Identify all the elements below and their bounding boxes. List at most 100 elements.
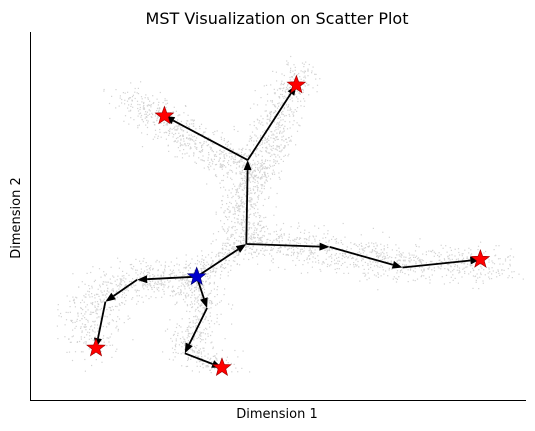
scatter-point — [126, 272, 128, 274]
scatter-point — [102, 337, 104, 339]
scatter-point — [190, 281, 192, 283]
scatter-point — [141, 284, 144, 286]
scatter-point — [180, 341, 182, 343]
scatter-point — [182, 342, 184, 344]
scatter-point — [303, 250, 305, 252]
scatter-point — [180, 138, 182, 140]
scatter-point — [90, 325, 93, 327]
scatter-point — [187, 142, 189, 145]
scatter-point — [251, 233, 253, 235]
scatter-point — [255, 216, 257, 218]
scatter-point — [244, 176, 246, 178]
scatter-point — [257, 160, 259, 163]
scatter-point — [377, 262, 379, 264]
scatter-point — [285, 104, 288, 106]
scatter-point — [302, 71, 304, 73]
scatter-point — [210, 372, 212, 374]
scatter-point — [180, 289, 182, 291]
scatter-point — [99, 284, 101, 286]
scatter-point — [201, 363, 204, 365]
scatter-point — [334, 238, 336, 241]
scatter-point — [131, 263, 133, 266]
scatter-point — [91, 293, 93, 295]
scatter-point — [212, 240, 214, 242]
scatter-point — [185, 297, 187, 299]
scatter-point — [198, 294, 200, 296]
scatter-point — [262, 166, 264, 168]
scatter-point — [161, 296, 163, 298]
scatter-point — [139, 104, 141, 106]
scatter-point — [148, 268, 150, 270]
scatter-point — [465, 266, 467, 268]
scatter-point — [272, 141, 275, 143]
mst-edge-n6-t4 — [97, 301, 107, 339]
scatter-point — [163, 273, 165, 275]
scatter-point — [201, 150, 203, 152]
scatter-point — [259, 169, 262, 171]
scatter-point — [497, 269, 499, 271]
scatter-point — [427, 268, 429, 270]
scatter-point — [469, 264, 471, 266]
scatter-point — [395, 257, 397, 259]
mst-edge-root-n5 — [147, 275, 197, 281]
mst-arrowhead-n2 — [243, 160, 252, 171]
scatter-point — [210, 148, 212, 150]
scatter-point — [249, 204, 251, 206]
scatter-point — [191, 258, 193, 260]
scatter-point — [263, 175, 265, 178]
scatter-point — [194, 142, 196, 144]
scatter-point — [93, 321, 95, 323]
scatter-point — [433, 251, 435, 253]
mst-node-markers — [86, 74, 491, 376]
scatter-point — [274, 139, 276, 141]
scatter-point — [264, 139, 266, 141]
scatter-point — [240, 185, 242, 188]
scatter-point — [199, 335, 201, 337]
scatter-point — [463, 267, 465, 269]
scatter-point — [289, 115, 291, 117]
scatter-point — [232, 149, 234, 151]
scatter-point — [88, 285, 90, 287]
scatter-point — [202, 347, 204, 349]
scatter-point — [208, 302, 211, 304]
scatter-point — [361, 260, 363, 262]
scatter-point — [272, 137, 274, 139]
scatter-point — [143, 101, 145, 104]
scatter-point — [289, 127, 291, 129]
scatter-point — [213, 281, 215, 283]
scatter-point — [130, 82, 132, 84]
scatter-point — [293, 249, 295, 251]
scatter-point — [236, 250, 238, 252]
scatter-point — [187, 265, 189, 267]
scatter-point — [96, 301, 99, 303]
scatter-point — [331, 253, 333, 256]
scatter-point — [282, 110, 284, 112]
scatter-point — [292, 239, 294, 241]
scatter-point — [401, 254, 403, 256]
scatter-point — [278, 87, 280, 90]
scatter-point — [314, 225, 316, 227]
scatter-point — [208, 365, 210, 367]
scatter-point — [222, 244, 224, 246]
scatter-point — [270, 249, 273, 251]
scatter-point — [160, 279, 162, 281]
scatter-point — [255, 175, 257, 178]
scatter-point — [261, 240, 263, 242]
scatter-point — [244, 233, 247, 235]
scatter-point — [191, 294, 193, 296]
scatter-point — [243, 230, 245, 232]
scatter-point — [233, 242, 235, 244]
scatter-point — [339, 253, 341, 255]
scatter-point — [236, 191, 238, 193]
scatter-point — [452, 270, 454, 272]
scatter-point — [377, 273, 379, 275]
scatter-point — [287, 109, 289, 111]
scatter-point — [228, 189, 230, 191]
scatter-point — [458, 272, 460, 274]
scatter-point — [218, 251, 220, 254]
scatter-point — [103, 274, 106, 276]
scatter-point — [180, 278, 182, 280]
scatter-point — [163, 275, 165, 277]
scatter-point — [222, 166, 224, 168]
scatter-point — [305, 61, 307, 63]
